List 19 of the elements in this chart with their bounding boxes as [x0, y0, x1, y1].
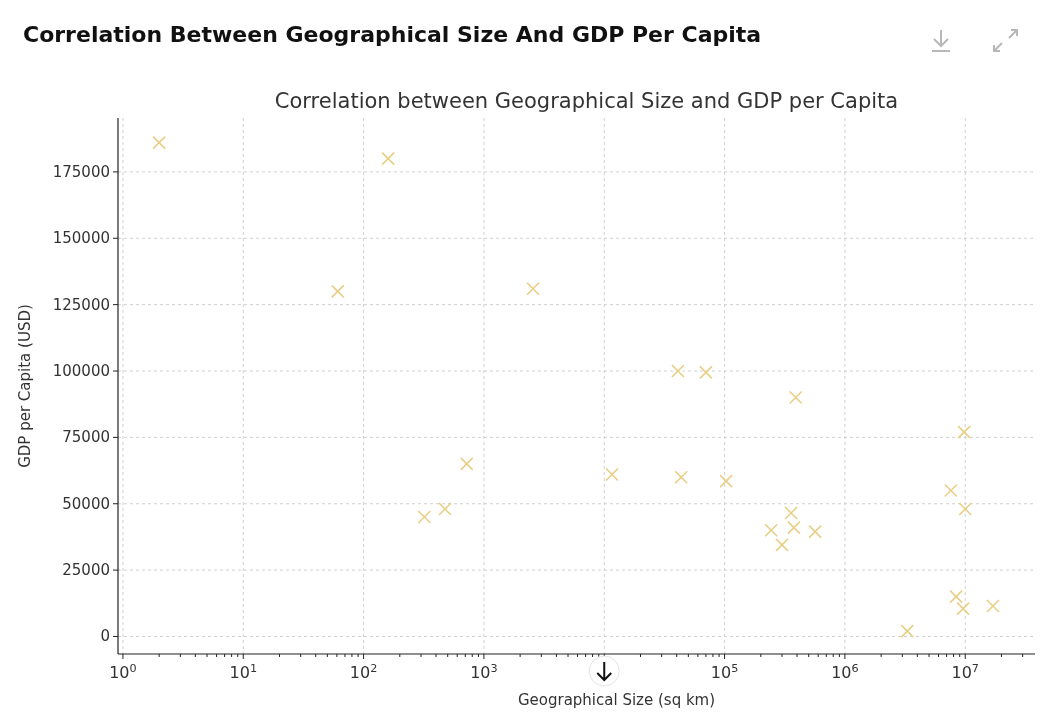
y-tick-label: 125000	[52, 295, 110, 314]
y-tick-label: 150000	[52, 229, 110, 248]
y-tick-label: 75000	[62, 428, 110, 447]
x-tick-label: 10$^{1}$	[229, 661, 257, 682]
x-tick-label: 10$^{0}$	[109, 661, 137, 682]
chart-subtitle: Correlation between Geographical Size and GDP per Capita	[274, 89, 899, 113]
x-axis-title: Geographical Size (sq km)	[517, 691, 716, 709]
chart-title: Correlation Between Geographical Size And GDP Per Capita	[23, 22, 762, 47]
y-tick-label: 100000	[52, 362, 110, 380]
y-axis-title: GDP per Capita (USD)	[16, 304, 34, 468]
x-tick-label: 10$^{2}$	[349, 661, 378, 682]
y-tick-label: 25000	[62, 561, 110, 580]
x-tick-label: 10$^{3}$	[470, 661, 498, 682]
y-tick-label: 50000	[62, 494, 110, 513]
x-tick-label: 10$^{5}$	[710, 661, 739, 682]
y-tick-label: 175000	[52, 162, 110, 181]
x-tick-label: 10$^{6}$	[831, 661, 859, 682]
x-tick-label: 10$^{7}$	[951, 661, 979, 682]
y-tick-label: 0	[100, 627, 110, 646]
